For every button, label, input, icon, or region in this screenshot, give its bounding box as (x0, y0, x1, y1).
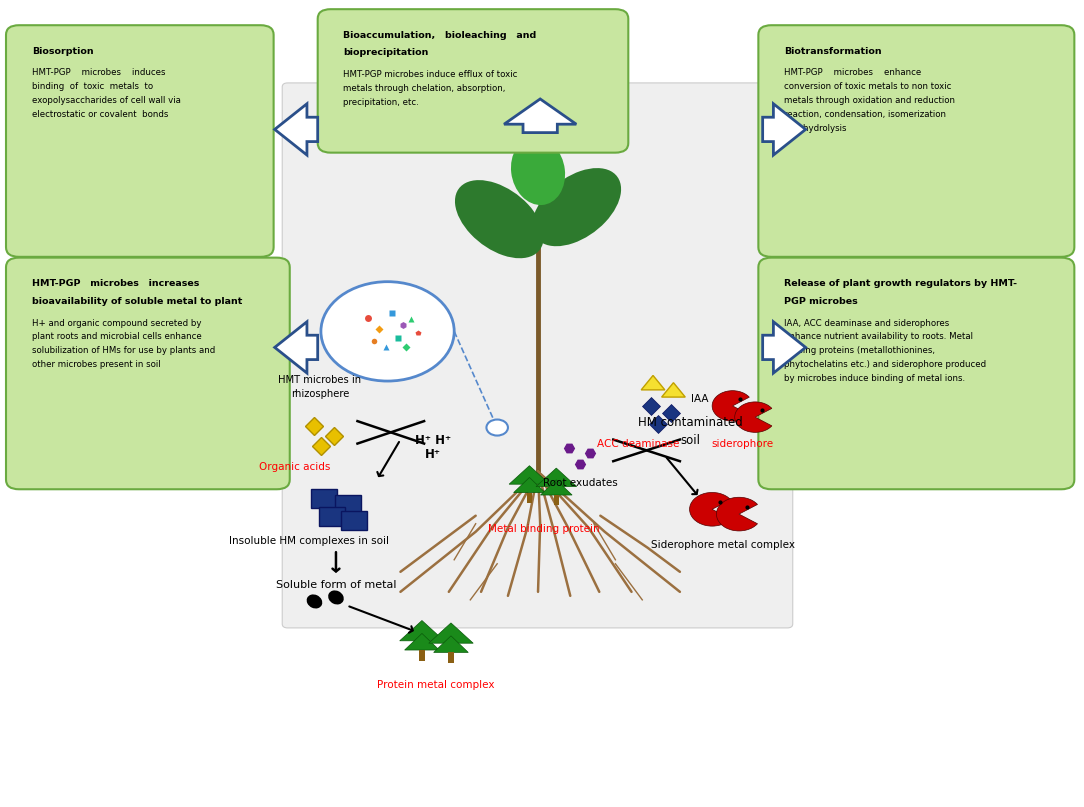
Polygon shape (514, 478, 545, 492)
Wedge shape (689, 492, 731, 526)
Polygon shape (661, 383, 685, 397)
Ellipse shape (511, 137, 565, 205)
Wedge shape (717, 497, 758, 531)
FancyBboxPatch shape (282, 83, 792, 628)
Polygon shape (642, 375, 664, 390)
Polygon shape (434, 636, 468, 652)
Text: HM contaminated
soil: HM contaminated soil (638, 416, 743, 446)
Text: PGP microbes: PGP microbes (784, 297, 857, 306)
Ellipse shape (532, 168, 621, 246)
Circle shape (321, 282, 454, 381)
Bar (448, 652, 454, 663)
Polygon shape (763, 104, 805, 155)
Text: Insoluble HM complexes in soil: Insoluble HM complexes in soil (229, 536, 389, 546)
Bar (311, 489, 337, 508)
Polygon shape (504, 99, 577, 132)
Wedge shape (735, 402, 772, 433)
Text: Biosorption: Biosorption (31, 47, 93, 56)
Polygon shape (535, 468, 577, 487)
FancyBboxPatch shape (759, 257, 1074, 489)
Bar (319, 507, 345, 526)
Text: ACC deaminase: ACC deaminase (597, 439, 680, 449)
Text: Release of plant growth regulators by HMT-: Release of plant growth regulators by HM… (784, 279, 1017, 288)
Polygon shape (541, 480, 572, 495)
FancyBboxPatch shape (7, 25, 273, 257)
Text: HMT-PGP   microbes   increases: HMT-PGP microbes increases (31, 279, 199, 288)
Bar (554, 495, 559, 505)
Bar (420, 650, 425, 661)
Ellipse shape (328, 591, 344, 604)
Polygon shape (404, 633, 439, 650)
Text: Siderophore metal complex: Siderophore metal complex (650, 540, 795, 550)
Text: H⁺ H⁺: H⁺ H⁺ (415, 434, 451, 447)
Text: Bioaccumulation,   bioleaching   and: Bioaccumulation, bioleaching and (344, 31, 537, 40)
Polygon shape (400, 621, 444, 641)
Polygon shape (763, 322, 805, 373)
Bar (527, 492, 532, 503)
FancyBboxPatch shape (7, 257, 289, 489)
Text: Root exudates: Root exudates (543, 478, 617, 488)
FancyBboxPatch shape (318, 9, 629, 153)
Text: IAA: IAA (691, 394, 708, 404)
Text: H+ and organic compound secreted by
plant roots and microbial cells enhance
solu: H+ and organic compound secreted by plan… (31, 319, 215, 370)
Text: siderophore: siderophore (711, 439, 773, 449)
Text: HMT microbes in
rhizosphere: HMT microbes in rhizosphere (279, 375, 361, 399)
Text: Organic acids: Organic acids (259, 462, 331, 472)
Polygon shape (428, 623, 474, 643)
Text: H⁺: H⁺ (425, 448, 441, 461)
Ellipse shape (307, 595, 322, 608)
Polygon shape (274, 322, 318, 373)
FancyBboxPatch shape (759, 25, 1074, 257)
Text: Metal binding protein: Metal binding protein (488, 524, 599, 533)
Text: bioprecipitation: bioprecipitation (344, 48, 429, 57)
Text: Soluble form of metal: Soluble form of metal (275, 579, 397, 590)
Text: HMT-PGP    microbes    induces
binding  of  toxic  metals  to
exopolysaccharides: HMT-PGP microbes induces binding of toxi… (31, 69, 181, 119)
Ellipse shape (455, 180, 544, 258)
Text: HMT-PGP    microbes    enhance
conversion of toxic metals to non toxic
metals th: HMT-PGP microbes enhance conversion of t… (784, 69, 955, 133)
Text: Protein metal complex: Protein metal complex (377, 680, 494, 690)
Polygon shape (509, 466, 550, 484)
Bar (341, 511, 367, 530)
Wedge shape (712, 391, 749, 421)
Bar (335, 495, 361, 514)
Polygon shape (274, 104, 318, 155)
Circle shape (487, 420, 508, 436)
Text: IAA, ACC deaminase and siderophores
enhance nutrient availability to roots. Meta: IAA, ACC deaminase and siderophores enha… (784, 319, 986, 383)
Text: bioavailability of soluble metal to plant: bioavailability of soluble metal to plan… (31, 297, 242, 306)
Text: HMT-PGP microbes induce efflux of toxic
metals through chelation, absorption,
pr: HMT-PGP microbes induce efflux of toxic … (344, 70, 518, 107)
Text: Biotransformation: Biotransformation (784, 47, 881, 56)
